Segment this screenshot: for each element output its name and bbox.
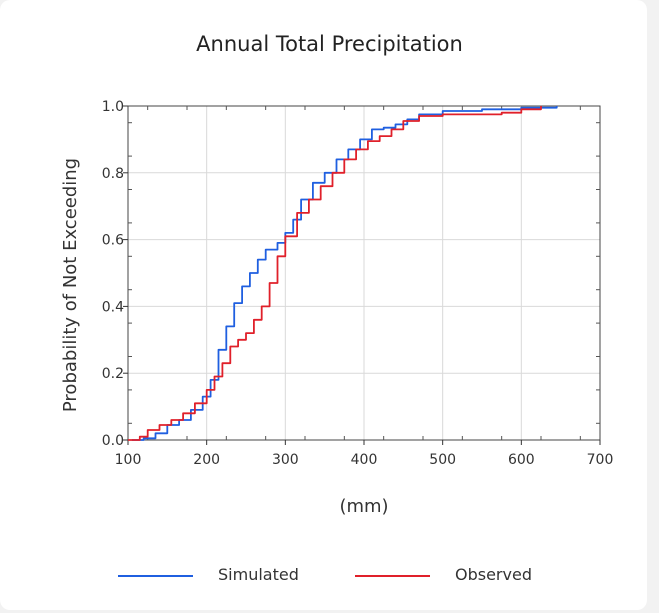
y-axis-label: Probability of Not Exceeding <box>60 158 81 412</box>
y-tick-label: 0.2 <box>102 366 124 382</box>
grid-lines <box>127 105 601 441</box>
legend-swatch-observed <box>355 575 430 577</box>
legend-label-simulated: Simulated <box>218 565 299 584</box>
x-tick-label: 500 <box>429 452 456 468</box>
series-line-observed <box>128 106 542 441</box>
legend-label-observed: Observed <box>455 565 532 584</box>
minor-ticks <box>123 105 601 445</box>
y-tick-label: 0.4 <box>102 299 124 315</box>
tick-labels: 100 200 300 400 500 600 700 0.0 0.2 0.4 0.6 0.8 1.0 <box>102 99 614 468</box>
legend: Simulated Observed <box>0 565 659 595</box>
x-tick-label: 600 <box>508 452 535 468</box>
y-tick-label: 0.8 <box>102 166 124 182</box>
legend-swatch-simulated <box>118 575 193 577</box>
y-tick-label: 1.0 <box>102 99 124 115</box>
y-tick-label: 0.6 <box>102 233 124 249</box>
x-axis-label: (mm) <box>339 496 388 517</box>
x-tick-label: 300 <box>272 452 299 468</box>
x-tick-label: 100 <box>115 452 142 468</box>
x-tick-label: 700 <box>587 452 614 468</box>
series-line-simulated <box>131 106 558 441</box>
chart-title: Annual Total Precipitation <box>196 32 463 56</box>
y-tick-label: 0.0 <box>102 433 124 449</box>
x-tick-label: 200 <box>193 452 220 468</box>
x-tick-label: 400 <box>351 452 378 468</box>
series-lines <box>128 106 558 441</box>
scrollbar-track[interactable] <box>647 0 659 613</box>
